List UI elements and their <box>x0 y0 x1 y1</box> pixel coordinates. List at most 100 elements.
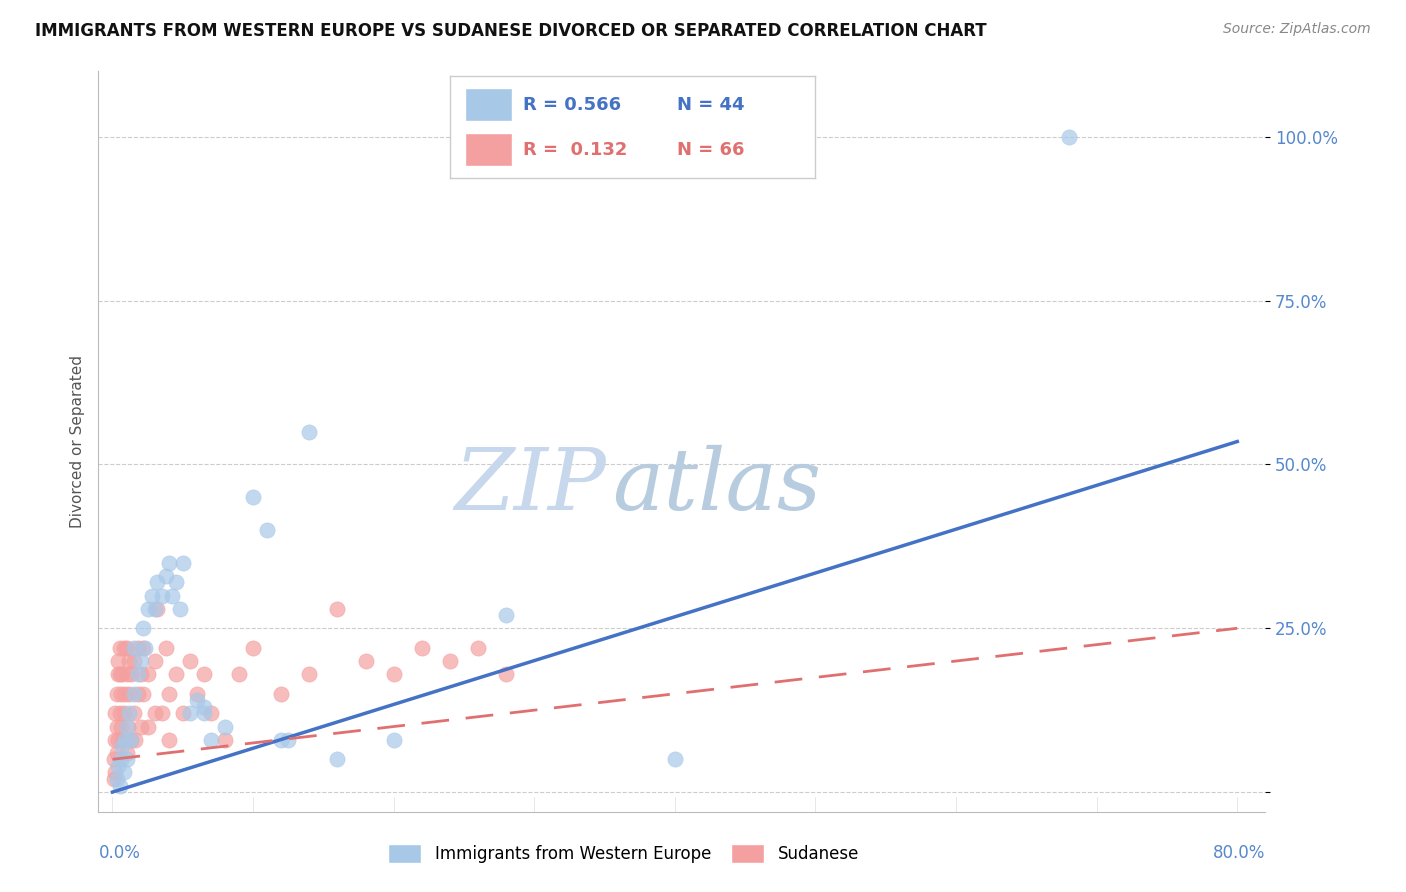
Point <box>228 667 250 681</box>
Point <box>114 732 136 747</box>
Bar <box>464 88 512 121</box>
Point <box>214 720 236 734</box>
Point <box>146 575 169 590</box>
Point <box>172 706 194 721</box>
Point <box>115 640 138 655</box>
Point <box>107 759 129 773</box>
Point <box>115 667 138 681</box>
Point <box>104 706 127 721</box>
Point <box>155 640 177 655</box>
Point <box>277 732 299 747</box>
Point <box>495 608 517 623</box>
Point <box>200 732 222 747</box>
Point <box>129 654 152 668</box>
Point <box>107 667 129 681</box>
Text: ZIP: ZIP <box>454 444 606 527</box>
Point <box>179 706 201 721</box>
Point <box>298 667 321 681</box>
Point <box>1057 129 1080 144</box>
Point <box>111 739 134 754</box>
Point <box>165 667 187 681</box>
Point <box>143 601 166 615</box>
Text: N = 66: N = 66 <box>676 141 744 159</box>
Point <box>112 640 135 655</box>
Point <box>127 667 149 681</box>
Point <box>118 654 141 668</box>
Point <box>120 667 142 681</box>
Point <box>111 667 134 681</box>
Point <box>143 706 166 721</box>
Point <box>112 765 135 780</box>
Point <box>118 687 141 701</box>
Text: Source: ZipAtlas.com: Source: ZipAtlas.com <box>1223 22 1371 37</box>
Y-axis label: Divorced or Separated: Divorced or Separated <box>69 355 84 528</box>
Point <box>132 621 155 635</box>
Point <box>186 693 208 707</box>
Point <box>108 667 131 681</box>
Text: IMMIGRANTS FROM WESTERN EUROPE VS SUDANESE DIVORCED OR SEPARATED CORRELATION CHA: IMMIGRANTS FROM WESTERN EUROPE VS SUDANE… <box>35 22 987 40</box>
Point <box>193 706 215 721</box>
Point <box>179 654 201 668</box>
Point <box>103 752 125 766</box>
Point <box>165 575 187 590</box>
Point <box>122 640 145 655</box>
Point <box>108 706 131 721</box>
Point <box>157 687 180 701</box>
Point <box>110 687 132 701</box>
Point <box>270 732 292 747</box>
Point <box>108 640 131 655</box>
Bar <box>464 133 512 166</box>
Point <box>193 699 215 714</box>
Point <box>382 732 405 747</box>
Point <box>495 667 517 681</box>
Point <box>105 746 128 760</box>
Point <box>120 732 142 747</box>
Point <box>382 667 405 681</box>
Point <box>111 732 134 747</box>
Point <box>200 706 222 721</box>
Point <box>108 779 131 793</box>
Point <box>132 640 155 655</box>
Point <box>115 752 138 766</box>
Point <box>134 640 156 655</box>
Point <box>354 654 377 668</box>
Point <box>132 687 155 701</box>
Point <box>115 746 138 760</box>
Point <box>242 640 264 655</box>
Point <box>411 640 433 655</box>
Point <box>150 589 173 603</box>
Point <box>193 667 215 681</box>
Point <box>129 667 152 681</box>
Point <box>107 654 129 668</box>
Point <box>114 687 136 701</box>
Point <box>150 706 173 721</box>
Text: N = 44: N = 44 <box>676 95 744 113</box>
Point <box>104 732 127 747</box>
Point <box>242 490 264 504</box>
Text: 0.0%: 0.0% <box>98 845 141 863</box>
Point <box>103 772 125 786</box>
Point <box>136 601 159 615</box>
Point <box>114 732 136 747</box>
Point <box>136 720 159 734</box>
Legend: Immigrants from Western Europe, Sudanese: Immigrants from Western Europe, Sudanese <box>381 838 866 870</box>
Point <box>110 752 132 766</box>
Point <box>117 720 139 734</box>
Point <box>326 752 349 766</box>
Point <box>112 706 135 721</box>
Point <box>256 523 278 537</box>
Point <box>664 752 686 766</box>
Text: atlas: atlas <box>612 444 821 527</box>
Point <box>115 720 138 734</box>
Point <box>146 601 169 615</box>
Point <box>136 667 159 681</box>
Point <box>439 654 461 668</box>
Point <box>122 687 145 701</box>
Point <box>120 732 142 747</box>
Point <box>157 732 180 747</box>
Point <box>105 687 128 701</box>
Point <box>298 425 321 439</box>
Text: 80.0%: 80.0% <box>1213 845 1265 863</box>
Point <box>122 654 145 668</box>
Point <box>143 654 166 668</box>
